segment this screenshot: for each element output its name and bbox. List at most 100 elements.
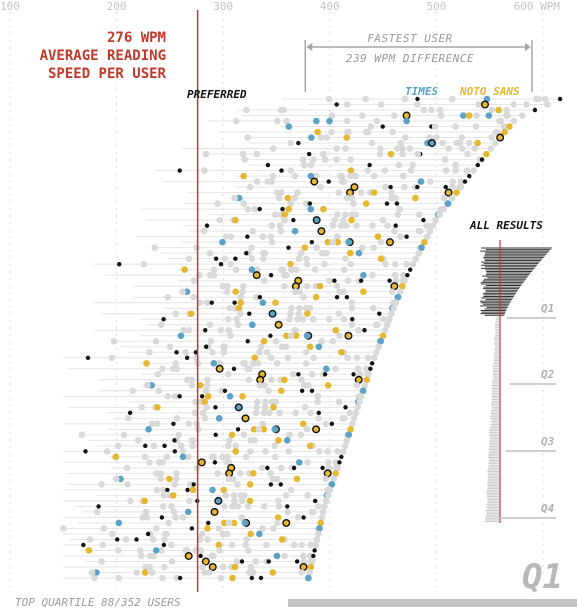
font-point	[198, 530, 206, 538]
times-point	[345, 431, 353, 439]
font-point	[261, 381, 268, 389]
font-point	[299, 156, 307, 163]
font-point	[244, 503, 252, 510]
user-row	[248, 161, 480, 169]
font-point	[240, 200, 248, 207]
font-point	[272, 337, 280, 345]
noto-sans-point	[208, 562, 217, 571]
font-point	[164, 393, 172, 400]
preferred-font-point	[557, 96, 563, 102]
font-point	[172, 359, 180, 367]
fastest-user-arrow-right	[525, 43, 531, 51]
font-point	[281, 282, 288, 290]
font-point	[164, 293, 171, 301]
font-point	[206, 249, 214, 257]
font-point	[363, 365, 370, 373]
noto-sans-point	[285, 205, 292, 213]
preferred-font-point	[294, 559, 300, 564]
font-point	[392, 299, 400, 307]
font-point	[276, 222, 284, 229]
noto-sans-point	[332, 470, 339, 477]
noto-sans-point	[260, 426, 268, 433]
noto-sans-point	[350, 183, 359, 192]
noto-sans-point	[231, 563, 239, 571]
preferred-font-point	[172, 438, 177, 443]
font-point	[359, 112, 366, 119]
font-point	[240, 359, 247, 367]
font-point	[242, 541, 249, 549]
user-row	[217, 128, 509, 136]
font-point	[313, 536, 321, 543]
preferred-font-point	[218, 261, 224, 267]
font-point	[335, 398, 343, 406]
noto-sans-point	[274, 514, 282, 521]
font-point	[153, 486, 161, 494]
noto-sans-point	[270, 404, 277, 411]
font-point	[449, 178, 457, 185]
font-point	[306, 569, 314, 576]
font-point	[298, 541, 306, 549]
noto-sans-point	[379, 332, 387, 340]
font-point	[292, 409, 300, 417]
font-point	[268, 238, 276, 246]
font-point	[285, 448, 292, 455]
font-point	[544, 101, 551, 108]
font-point	[344, 354, 351, 362]
font-point	[284, 508, 291, 516]
user-row	[63, 448, 347, 455]
user-row	[308, 100, 551, 109]
font-point	[414, 150, 421, 158]
times-point	[219, 238, 226, 246]
times-point	[303, 332, 311, 340]
preferred-font-point	[198, 553, 203, 559]
noto-sans-point	[246, 497, 254, 505]
font-point	[245, 376, 253, 384]
font-point	[286, 315, 293, 323]
user-row	[68, 364, 373, 373]
font-point	[291, 172, 299, 180]
font-point	[322, 475, 329, 483]
font-point	[379, 216, 387, 224]
font-point	[257, 343, 265, 351]
font-point	[133, 569, 140, 576]
preferred-font-point	[134, 537, 139, 542]
font-point	[350, 200, 357, 207]
noto-sans-point	[269, 569, 277, 576]
font-point	[370, 304, 377, 312]
times-point	[315, 343, 323, 351]
user-row	[133, 282, 406, 291]
font-point	[325, 315, 333, 323]
font-point	[373, 348, 380, 356]
font-point	[273, 359, 281, 367]
preferred-font-point	[245, 234, 250, 239]
user-row	[240, 156, 485, 163]
font-point	[283, 117, 290, 125]
preferred-font-point	[115, 537, 120, 542]
font-point	[287, 486, 295, 494]
font-point	[209, 348, 216, 356]
fastest-user-arrow-left	[306, 43, 313, 51]
font-point	[262, 398, 269, 406]
noto-sans-point	[220, 486, 227, 494]
font-point	[261, 404, 269, 411]
times-point	[417, 178, 425, 185]
font-point	[137, 547, 144, 554]
font-point	[302, 200, 310, 207]
font-point	[334, 448, 341, 455]
font-point	[244, 134, 251, 141]
user-row	[162, 304, 398, 312]
font-point	[347, 156, 354, 163]
font-point	[234, 481, 241, 488]
user-row	[63, 393, 365, 400]
font-point	[307, 409, 314, 417]
times-point	[152, 547, 160, 554]
font-point	[303, 426, 311, 433]
font-point	[472, 123, 480, 130]
font-point	[114, 442, 122, 450]
font-point	[354, 365, 362, 373]
font-point	[361, 381, 369, 389]
font-point	[302, 359, 310, 367]
preferred-font-point	[291, 465, 297, 471]
font-point	[313, 244, 321, 251]
noto-sans-point	[272, 299, 279, 307]
